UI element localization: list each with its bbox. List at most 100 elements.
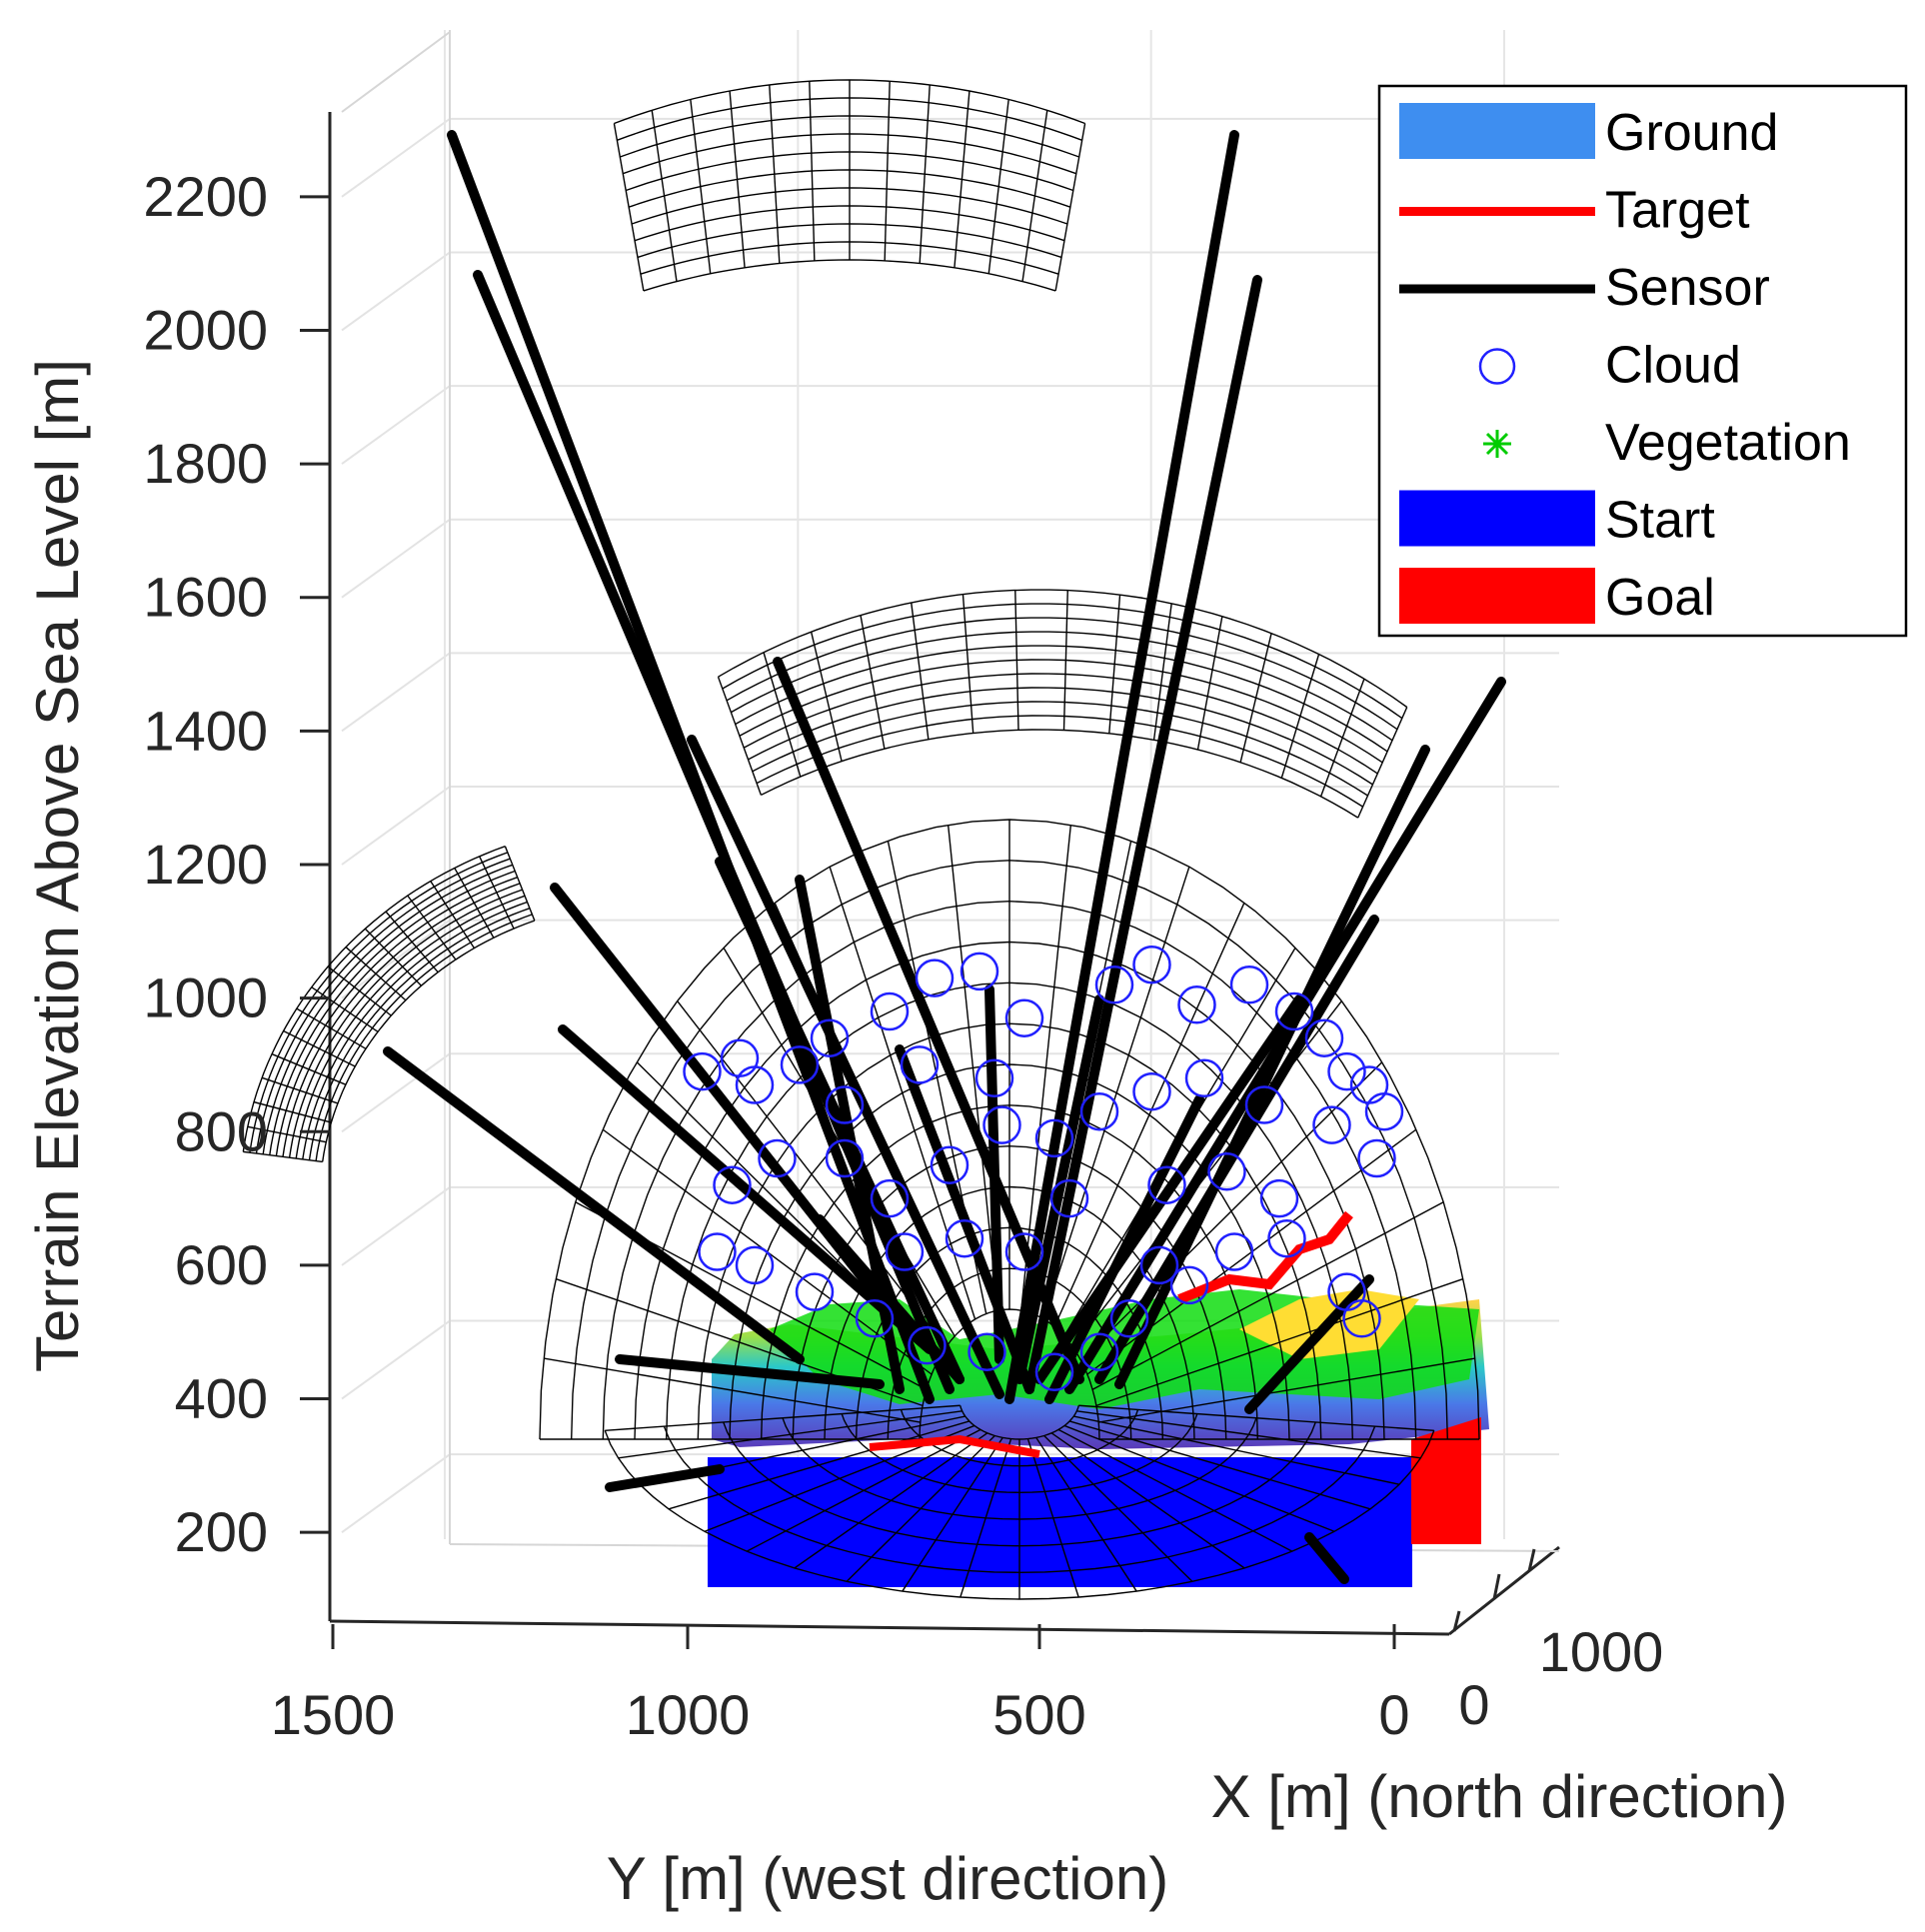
cloud-marker xyxy=(1079,1091,1119,1131)
sensor-line xyxy=(1114,745,1430,1389)
cloud-marker xyxy=(1214,1232,1254,1271)
cloud-marker xyxy=(1229,966,1269,1004)
mesh-spoke xyxy=(763,652,802,778)
mesh-spoke xyxy=(283,1029,356,1067)
cloud-marker xyxy=(1139,1245,1179,1285)
cloud-marker xyxy=(1147,1165,1186,1204)
mesh-spoke xyxy=(253,1100,332,1123)
mesh-spoke xyxy=(1050,1432,1245,1569)
cloud-marker xyxy=(1259,1178,1299,1218)
mesh-spoke xyxy=(543,1357,921,1423)
mesh-spoke xyxy=(1357,707,1408,819)
top-edge xyxy=(341,31,451,113)
y-tick-label: 0 xyxy=(1378,1683,1409,1746)
cloud-marker xyxy=(720,1038,760,1078)
cloud-marker xyxy=(967,1332,1006,1371)
mesh-spoke xyxy=(947,825,998,1311)
cloud-marker xyxy=(735,1245,775,1285)
sensor-line xyxy=(1024,275,1262,1394)
mesh-middle xyxy=(717,589,1408,819)
sensor-footprint-meshes xyxy=(242,79,1480,1600)
cloud-marker xyxy=(945,1218,984,1258)
mesh-spoke xyxy=(690,99,712,274)
legend-swatch xyxy=(1399,568,1595,624)
target-lines xyxy=(869,1210,1353,1458)
sensor-line xyxy=(815,1214,964,1384)
sensor-line xyxy=(715,857,964,1384)
x-tick-mark xyxy=(1492,1573,1501,1600)
mesh-spoke xyxy=(247,1125,327,1143)
mesh-spoke xyxy=(407,895,457,961)
goal-patch xyxy=(1411,1417,1481,1544)
mesh-spoke xyxy=(794,1432,988,1569)
x-tick-label: 1000 xyxy=(1539,1620,1664,1683)
cloud-marker xyxy=(1327,1051,1366,1091)
z-tick-label: 1200 xyxy=(143,833,268,896)
legend-label: Sensor xyxy=(1605,259,1770,317)
mesh-spoke xyxy=(987,99,1009,274)
legend-item-start: Start xyxy=(1399,490,1715,550)
z-axis-label: Terrain Elevation Above Sea Level [m] xyxy=(24,359,91,1372)
mesh-spoke xyxy=(430,881,476,949)
mesh-spoke xyxy=(1280,654,1320,779)
mesh-spoke xyxy=(1108,595,1121,734)
mesh-spoke xyxy=(1063,1424,1335,1532)
cloud-markers xyxy=(683,945,1404,1392)
x-tick-mark xyxy=(1452,1610,1461,1632)
mesh-spoke xyxy=(1062,590,1068,731)
legend-label: Start xyxy=(1605,492,1715,550)
mesh-spoke xyxy=(1073,1415,1400,1485)
mesh-spoke xyxy=(919,84,931,264)
cloud-marker xyxy=(1207,1152,1246,1191)
z-tick-label: 2200 xyxy=(143,165,268,228)
mesh-left xyxy=(242,846,536,1163)
sensor-lines xyxy=(383,130,1506,1584)
mesh-spoke xyxy=(911,602,930,740)
mesh-spoke xyxy=(1057,1428,1293,1552)
z-tick-label: 1400 xyxy=(143,699,268,762)
legend-swatch xyxy=(1399,490,1595,547)
cloud-marker xyxy=(855,1299,895,1338)
cloud-marker xyxy=(960,952,999,991)
cloud-marker xyxy=(1034,1352,1074,1392)
cloud-marker xyxy=(713,1165,752,1204)
mesh-spoke xyxy=(884,81,891,261)
cloud-marker xyxy=(1034,1118,1074,1158)
cloud-marker xyxy=(1049,1178,1089,1218)
cloud-marker xyxy=(1094,966,1134,1004)
sensor-line xyxy=(1034,994,1304,1384)
start-patch xyxy=(708,1457,1412,1587)
mesh-spoke xyxy=(1035,1437,1137,1592)
cloud-marker xyxy=(1274,991,1314,1031)
cloud-marker xyxy=(683,1051,722,1091)
mesh-spoke xyxy=(1152,603,1172,741)
cloud-marker xyxy=(1304,1018,1344,1057)
mesh-spoke xyxy=(1042,866,1190,1320)
cloud-marker xyxy=(974,1058,1014,1098)
y-axis-label: Y [m] (west direction) xyxy=(607,1845,1168,1912)
mesh-spoke xyxy=(1072,1000,1342,1348)
z-grid-line xyxy=(341,117,1559,198)
mesh-spoke xyxy=(345,947,407,1001)
mesh-spoke xyxy=(504,846,536,922)
legend-item-goal: Goal xyxy=(1399,568,1715,627)
mesh-spoke xyxy=(954,90,970,268)
mesh-spoke xyxy=(962,594,974,734)
cloud-marker xyxy=(795,1272,835,1311)
mesh-spoke xyxy=(860,615,886,750)
legend-swatch xyxy=(1478,348,1516,385)
mesh-spoke xyxy=(1319,678,1365,798)
mesh-spoke xyxy=(1076,1410,1421,1459)
cloud-marker xyxy=(885,1232,925,1271)
mesh-spoke xyxy=(479,856,515,930)
legend-label: Ground xyxy=(1605,104,1778,162)
mesh-spoke xyxy=(1068,1420,1371,1510)
mesh-spoke xyxy=(960,1438,1012,1598)
z-tick-label: 400 xyxy=(175,1367,268,1430)
cloud-marker xyxy=(1132,1071,1171,1111)
sensor-line xyxy=(795,875,905,1394)
cloud-marker xyxy=(915,959,955,997)
axes-box xyxy=(328,112,1560,1636)
cloud-marker xyxy=(825,1085,865,1124)
mesh-spoke xyxy=(846,1434,995,1582)
